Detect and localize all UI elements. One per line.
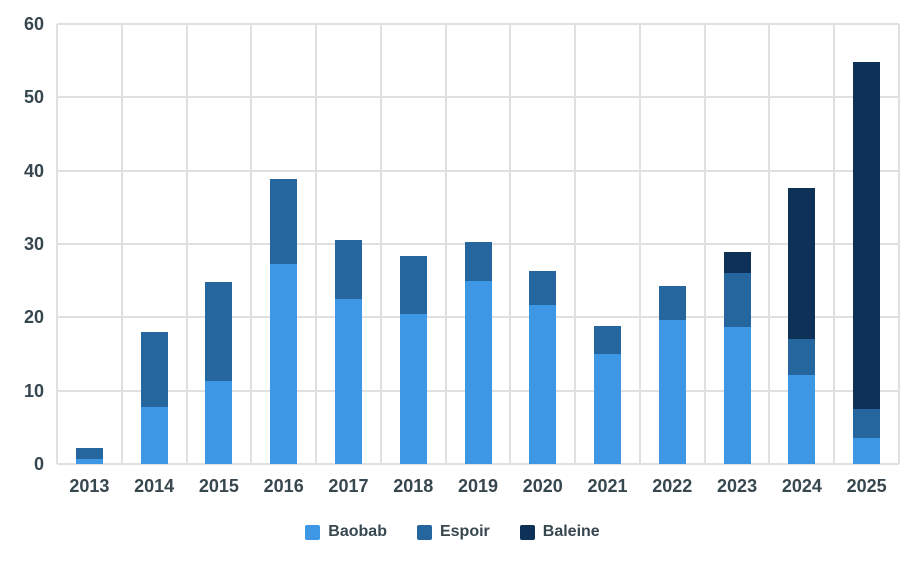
gridline-v [185,24,188,464]
legend-item-espoir: Espoir [416,523,490,540]
gridline-v [833,24,836,464]
bar-2023-baobab [723,326,751,464]
bar-2022-baobab [658,319,686,464]
x-tick-label-2014: 2014 [134,476,175,496]
bar-2015-baobab [205,381,233,464]
bar-2021-baobab [594,354,622,464]
bar-2025-baleine [853,62,881,409]
y-tick-label-20: 20 [23,307,44,328]
y-tick-label-60: 60 [23,14,44,34]
legend-swatch-baleine [519,524,535,540]
x-tick-label-2018: 2018 [393,476,434,496]
gridline-v [444,24,447,464]
bar-2023-espoir [723,273,751,327]
bar-2013-baobab [75,458,103,464]
x-tick-label-2016: 2016 [263,476,304,496]
bar-2014-baobab [140,406,168,464]
gridline-v [638,24,641,464]
legend-swatch-baobab [305,524,321,540]
bar-2017-baobab [334,299,362,464]
y-tick-label-30: 30 [23,234,44,254]
legend-swatch-espoir [416,524,432,540]
x-tick-label-2024: 2024 [781,476,822,496]
bar-2017-espoir [334,240,362,299]
x-tick-label-2022: 2022 [652,476,693,496]
x-tick-label-2020: 2020 [522,476,563,496]
gridline-v [56,24,58,464]
x-tick-label-2015: 2015 [198,476,239,496]
bar-2025-espoir [853,409,881,438]
bar-2018-espoir [399,255,427,315]
gridline-v [574,24,577,464]
legend-label-baobab: Baobab [328,523,387,540]
bar-2016-espoir [270,178,298,264]
bar-2024-baobab [788,375,816,464]
legend-label-baleine: Baleine [542,523,600,540]
x-axis: 2013 2014 2015 2016 2017 2018 2019 2020 2021 2022… [57,476,899,502]
gridline-v [315,24,318,464]
y-tick-label-0: 0 [33,454,44,474]
bar-2025-baobab [853,437,881,464]
x-tick-label-2017: 2017 [328,476,369,496]
x-tick-label-2023: 2023 [717,476,758,496]
y-axis: 0 10 20 30 40 50 60 [0,15,44,473]
gridline-v [703,24,706,464]
gridline-v [509,24,512,464]
bar-2018-baobab [399,314,427,464]
bar-2020-espoir [529,271,557,305]
x-tick-label-2021: 2021 [587,476,628,496]
gridline-h-0 [57,463,899,465]
bar-2019-baobab [464,281,492,464]
bar-2023-baleine [723,252,751,274]
legend-label-espoir: Espoir [439,523,490,540]
bar-2014-espoir [140,332,168,407]
legend: Baobab Espoir Baleine [0,524,905,540]
bar-2019-espoir [464,241,492,282]
gridline-v [379,24,382,464]
legend-item-baleine: Baleine [519,523,600,540]
y-tick-label-50: 50 [23,87,44,108]
gridline-h-60 [57,23,899,25]
x-tick-label-2013: 2013 [69,476,110,496]
bar-2016-baobab [270,263,298,464]
x-tick-label-2019: 2019 [457,476,499,496]
gridline-v [768,24,771,464]
gridline-v [120,24,123,464]
bar-2024-baleine [788,188,816,340]
gridline-h-40 [57,169,899,172]
gridline-h-50 [57,96,899,99]
bar-2022-espoir [658,285,686,320]
bar-2015-espoir [205,282,233,382]
legend-item-baobab: Baobab [305,524,387,540]
bar-2024-espoir [788,339,816,376]
bar-2021-espoir [594,326,622,354]
gridline-v [898,24,900,464]
x-tick-label-2025: 2025 [846,476,887,496]
gridline-v [250,24,253,464]
plot-area [56,23,900,465]
y-tick-label-40: 40 [23,160,44,181]
bar-2020-baobab [529,304,557,464]
y-tick-label-10: 10 [23,380,44,401]
bar-2013-espoir [75,447,103,459]
